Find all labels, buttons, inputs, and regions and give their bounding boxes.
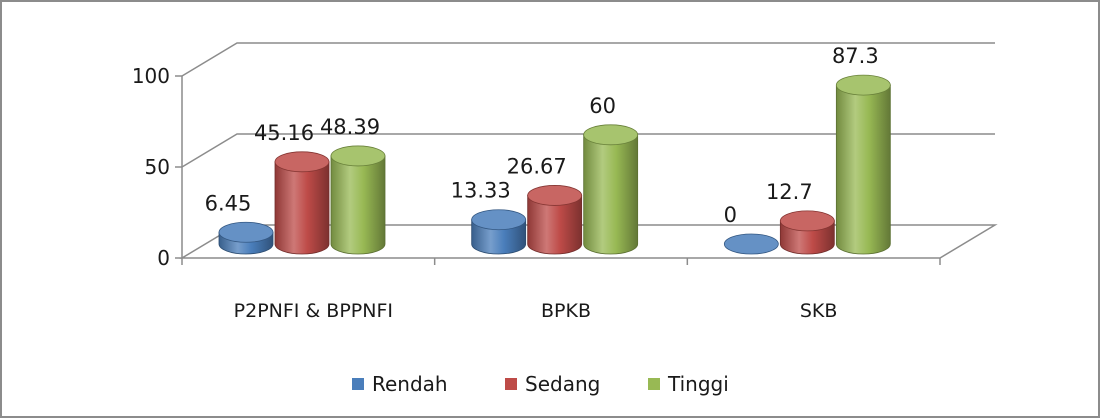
legend-label-sedang: Sedang <box>525 372 600 396</box>
x-axis: P2PNFI & BPPNFI BPKB SKB <box>181 258 941 322</box>
legend-label-tinggi: Tinggi <box>667 372 729 396</box>
bar-tinggi-cap <box>583 124 639 146</box>
data-label: 6.45 <box>205 191 252 215</box>
legend: Rendah Sedang Tinggi <box>352 372 729 396</box>
y-tick-label: 0 <box>157 246 170 270</box>
data-label: 45.16 <box>254 121 314 145</box>
category-label: P2PNFI & BPPNFI <box>234 300 393 322</box>
legend-swatch-tinggi <box>648 378 660 390</box>
bar-rendah-cap <box>218 221 274 243</box>
bars <box>218 74 891 255</box>
data-label: 0 <box>724 203 737 227</box>
category-label: BPKB <box>541 300 591 322</box>
data-label: 60 <box>589 94 616 118</box>
bar-sedang-body <box>527 195 583 255</box>
data-label: 87.3 <box>832 44 879 68</box>
bar-tinggi-cap <box>330 145 386 167</box>
data-label: 48.39 <box>320 115 380 139</box>
bar-rendah-cap <box>723 233 779 255</box>
bar-sedang-cap <box>527 185 583 206</box>
gridline <box>181 133 995 168</box>
bar-tinggi-body <box>330 155 386 255</box>
gridlines <box>181 42 995 168</box>
data-label: 12.7 <box>766 180 813 204</box>
legend-label-rendah: Rendah <box>372 372 448 396</box>
gridline <box>181 42 995 77</box>
bar-rendah-cap <box>471 209 527 231</box>
bar-sedang-cap <box>779 210 835 232</box>
bar-tinggi-body <box>583 134 639 255</box>
y-tick-label: 100 <box>132 64 170 88</box>
y-axis: 0 50 100 <box>132 64 183 270</box>
bar-sedang-body <box>274 161 330 255</box>
legend-swatch-sedang <box>505 378 517 390</box>
bar-sedang-cap <box>274 151 330 173</box>
bar-tinggi-cap <box>835 74 891 96</box>
y-tick-label: 50 <box>145 155 170 179</box>
legend-swatch-rendah <box>352 378 364 390</box>
data-label: 26.67 <box>507 154 567 178</box>
data-label: 13.33 <box>451 179 511 203</box>
bar-tinggi-body <box>835 84 891 255</box>
category-label: SKB <box>800 300 838 322</box>
